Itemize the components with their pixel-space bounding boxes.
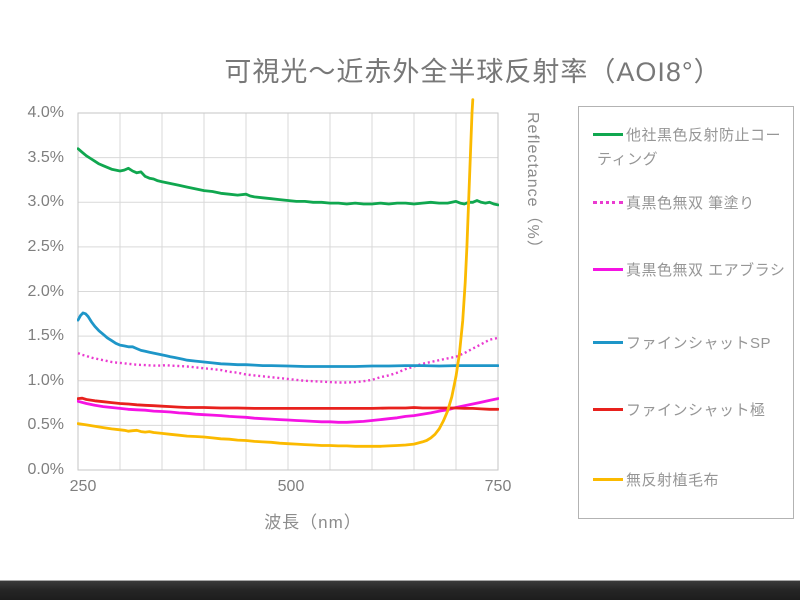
x-tick-label: 250 bbox=[69, 478, 97, 495]
legend-label: 無反射植毛布 bbox=[626, 471, 720, 489]
y-tick-label: 3.5% bbox=[27, 148, 64, 166]
x-axis-title: 波長（nm） bbox=[264, 513, 362, 532]
y-tick-label: 4.0% bbox=[27, 104, 64, 121]
legend-line-swatch-gold bbox=[593, 477, 623, 481]
y-tick-label: 2.0% bbox=[27, 282, 64, 300]
legend-label: 他社黒色反射防止コー bbox=[626, 126, 782, 144]
legend-label: 真黒色無双 エアブラシ bbox=[626, 261, 786, 279]
y-tick-label: 0.0% bbox=[27, 461, 64, 478]
y-axis-title: Reflectance（%） bbox=[524, 112, 541, 257]
legend-label: ファインシャット極 bbox=[626, 401, 766, 419]
legend-item-fineshut-kiwami: ファインシャット極 bbox=[593, 399, 766, 419]
y-tick-label: 1.0% bbox=[27, 371, 64, 389]
bottom-dark-bar bbox=[0, 580, 800, 600]
x-tick-label: 750 bbox=[484, 478, 512, 495]
legend-box: 他社黒色反射防止コー ティング 真黒色無双 筆塗り 真黒色無双 エアブラシ ファ… bbox=[578, 106, 794, 519]
legend-line-swatch-blue bbox=[593, 340, 623, 344]
chart-title: 可視光～近赤外全半球反射率（AOI8°） bbox=[224, 57, 722, 87]
legend-line-swatch-dotted-magenta bbox=[593, 200, 623, 204]
legend-label: 真黒色無双 筆塗り bbox=[626, 194, 755, 212]
legend-line-swatch-red bbox=[593, 407, 623, 411]
legend-label: ファインシャットSP bbox=[626, 334, 772, 352]
line-chart-plot-area bbox=[77, 98, 499, 471]
legend-item-fude-nuri: 真黒色無双 筆塗り bbox=[593, 192, 755, 212]
legend-item-airbrush: 真黒色無双 エアブラシ bbox=[593, 259, 785, 279]
y-tick-label: 0.5% bbox=[27, 416, 64, 434]
y-tick-label: 3.0% bbox=[27, 193, 64, 211]
legend-item-other-coating: 他社黒色反射防止コー ティング bbox=[593, 123, 781, 169]
legend-item-flocked-cloth: 無反射植毛布 bbox=[593, 469, 719, 489]
y-tick-label: 2.5% bbox=[27, 237, 64, 255]
legend-item-fineshut-sp: ファインシャットSP bbox=[593, 332, 771, 352]
legend-line-swatch-magenta bbox=[593, 267, 623, 271]
y-tick-label: 1.5% bbox=[27, 327, 64, 345]
legend-line-swatch-green bbox=[593, 132, 623, 136]
legend-label-line2: ティング bbox=[597, 151, 659, 168]
x-tick-label: 500 bbox=[277, 478, 305, 495]
